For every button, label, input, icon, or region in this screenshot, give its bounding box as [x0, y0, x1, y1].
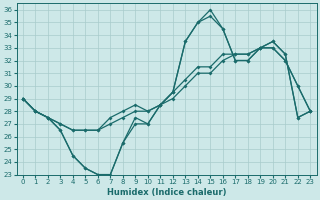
X-axis label: Humidex (Indice chaleur): Humidex (Indice chaleur): [107, 188, 226, 197]
